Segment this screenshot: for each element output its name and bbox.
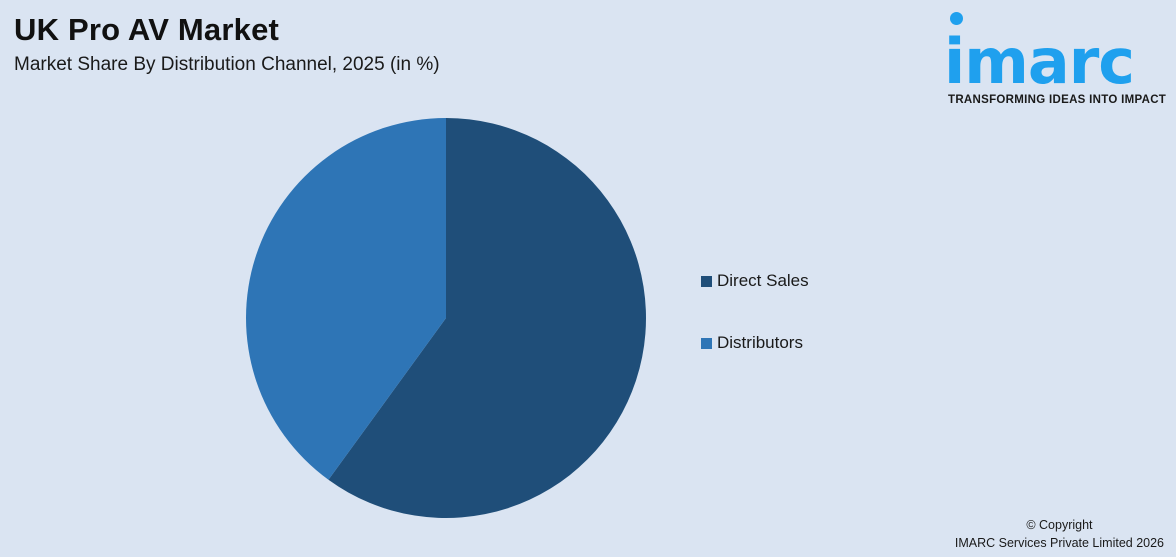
logo-tagline: TRANSFORMING IDEAS INTO IMPACT <box>948 94 1167 106</box>
legend-item-distributors: Distributors <box>701 332 809 354</box>
logo-dot-icon <box>950 12 963 25</box>
legend-swatch-distributors <box>701 337 712 349</box>
logo-wordmark: imarc <box>944 25 1135 98</box>
copyright-notice: © Copyright IMARC Services Private Limit… <box>955 516 1164 552</box>
chart-legend: Direct Sales Distributors <box>701 270 809 394</box>
legend-label: Distributors <box>717 333 803 352</box>
pie-slice-distributors <box>246 117 446 480</box>
pie-slice-direct-sales <box>328 118 646 519</box>
imarc-logo: imarc TRANSFORMING IDEAS INTO IMPACT <box>944 10 1172 110</box>
copyright-line1: © Copyright <box>1026 518 1093 532</box>
legend-item-direct-sales: Direct Sales <box>701 270 809 292</box>
legend-swatch-direct-sales <box>701 275 712 287</box>
chart-subtitle: Market Share By Distribution Channel, 20… <box>14 54 440 75</box>
copyright-line2: IMARC Services Private Limited 2026 <box>954 536 1164 550</box>
chart-title: UK Pro AV Market <box>14 12 280 47</box>
legend-label: Direct Sales <box>717 271 809 290</box>
